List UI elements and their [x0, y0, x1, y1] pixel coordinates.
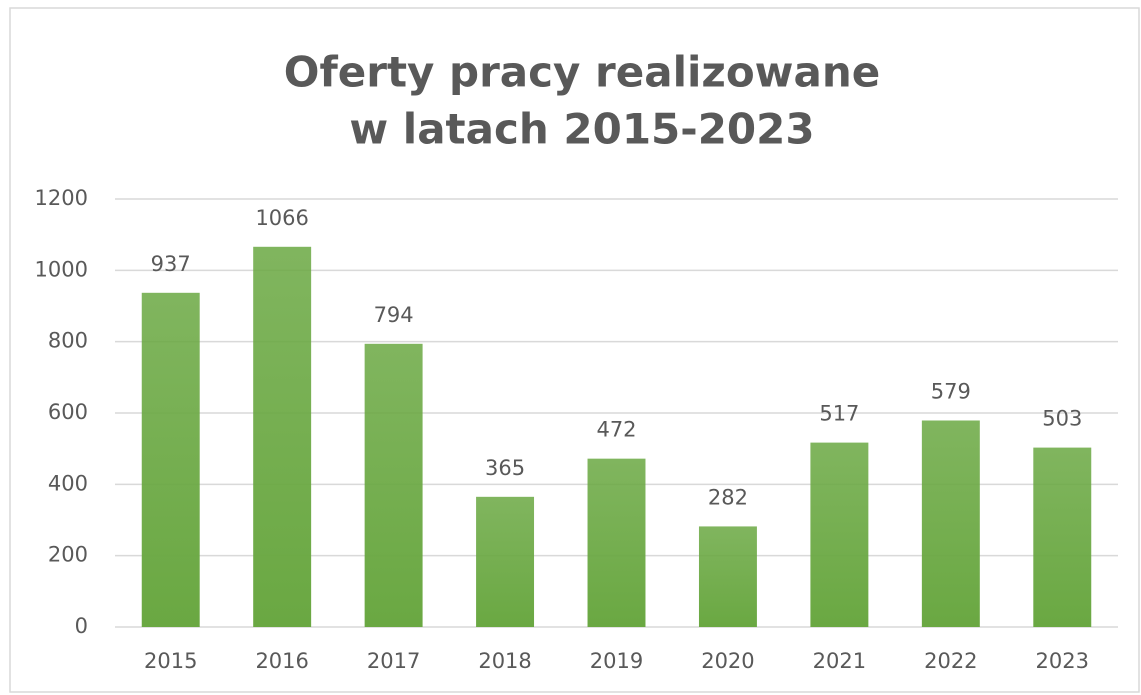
data-label: 282 [708, 485, 748, 509]
x-tick-label: 2015 [144, 649, 197, 673]
bar [253, 246, 312, 627]
data-label: 517 [819, 402, 859, 426]
x-tick-label: 2020 [701, 649, 754, 673]
x-tick-label: 2016 [255, 649, 308, 673]
x-tick-label: 2019 [590, 649, 643, 673]
bar [587, 458, 646, 627]
bar [1033, 447, 1092, 627]
bar [364, 343, 423, 627]
y-tick-label: 0 [75, 614, 88, 638]
chart-title: w latach 2015-2023 [349, 105, 814, 154]
y-tick-label: 1200 [35, 186, 88, 210]
data-label: 937 [151, 252, 191, 276]
data-label: 503 [1042, 407, 1082, 431]
bar [921, 420, 980, 627]
data-label: 579 [931, 379, 971, 403]
data-label: 1066 [255, 206, 308, 230]
bar [476, 496, 535, 627]
y-tick-label: 400 [48, 471, 88, 495]
x-tick-label: 2023 [1036, 649, 1089, 673]
bar [698, 526, 757, 627]
x-tick-label: 2018 [478, 649, 531, 673]
y-tick-label: 200 [48, 543, 88, 567]
y-tick-label: 800 [48, 329, 88, 353]
data-label: 794 [374, 303, 414, 327]
y-tick-label: 1000 [35, 257, 88, 281]
chart-title: Oferty pracy realizowane [284, 48, 880, 97]
x-tick-label: 2017 [367, 649, 420, 673]
bar [141, 292, 200, 627]
x-tick-label: 2021 [813, 649, 866, 673]
bar [810, 442, 869, 627]
x-tick-label: 2022 [924, 649, 977, 673]
data-label: 365 [485, 456, 525, 480]
data-label: 472 [596, 418, 636, 442]
y-tick-label: 600 [48, 400, 88, 424]
